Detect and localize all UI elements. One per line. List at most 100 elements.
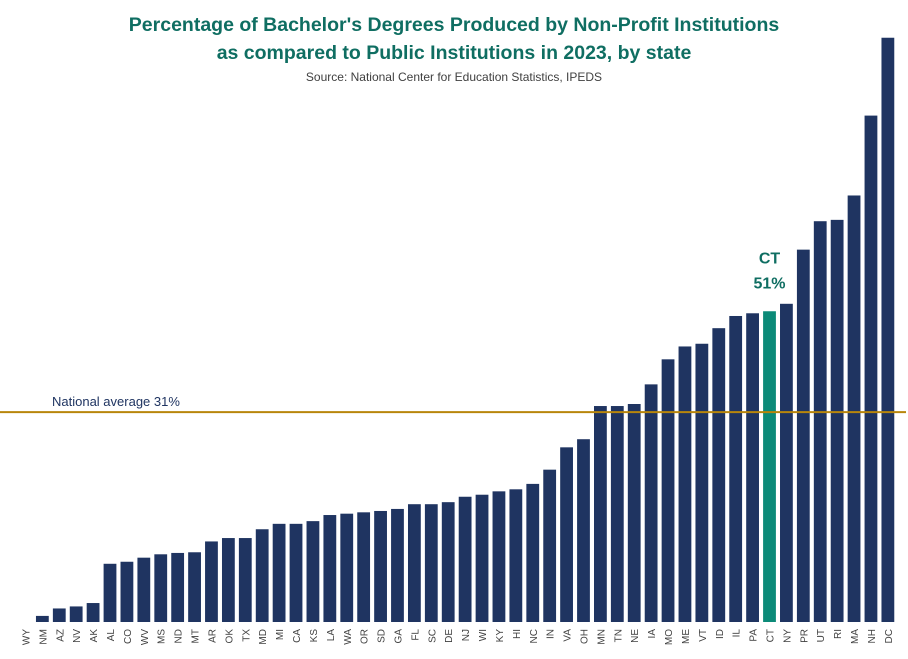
chart-subtitle: Source: National Center for Education St… <box>305 70 603 84</box>
x-tick-labels: WY NM AZ NV AK AL CO WV MS ND MT AR OK TX MD MI CA KS LA WA… <box>21 629 894 646</box>
bar-in <box>543 469 557 622</box>
bar-ca <box>289 523 303 622</box>
x-tick-label: TN <box>613 629 624 642</box>
bar-nd <box>171 552 185 622</box>
bar-ar <box>205 541 218 622</box>
bar-mn <box>594 406 607 622</box>
x-tick-label: VT <box>698 629 709 642</box>
x-tick-label: WI <box>478 629 489 641</box>
national-average-label: National average 31% <box>52 394 180 409</box>
x-tick-label: RI <box>833 629 844 639</box>
x-tick-label: PR <box>799 629 810 643</box>
bar-ms <box>154 554 168 622</box>
bar-hi <box>509 489 523 622</box>
bar-ri <box>830 219 844 623</box>
x-tick-label: MI <box>275 629 286 640</box>
x-tick-label: GA <box>393 629 404 644</box>
x-tick-label: IN <box>546 629 557 639</box>
x-tick-label: SD <box>377 629 388 643</box>
chart-title-line-2: as compared to Public Institutions in 20… <box>216 42 692 64</box>
x-tick-label: MA <box>850 629 861 644</box>
x-tick-label: MT <box>191 629 202 643</box>
bar-or <box>357 512 371 622</box>
bar-ky <box>492 491 506 622</box>
x-tick-label: MO <box>664 629 675 645</box>
highlight-state-label: CT <box>759 250 781 267</box>
bar-la <box>323 515 337 622</box>
x-tick-label: AL <box>106 629 117 642</box>
bar-al <box>103 563 117 622</box>
x-tick-label: WV <box>140 629 151 645</box>
bar-sd <box>374 510 387 622</box>
x-tick-label: PA <box>749 629 760 642</box>
x-tick-label: CA <box>292 629 303 643</box>
bar-mo <box>661 359 675 622</box>
bar-nm <box>35 615 49 622</box>
x-tick-label: AR <box>207 629 218 643</box>
bar-pr <box>796 249 810 622</box>
bar-wa <box>340 513 354 622</box>
bar-oh <box>577 439 590 622</box>
x-tick-label: DC <box>884 629 895 643</box>
x-tick-label: AZ <box>55 629 66 642</box>
x-tick-label: NY <box>782 629 793 643</box>
bar-ct <box>763 311 776 622</box>
x-tick-label: WY <box>21 629 32 645</box>
x-tick-label: DE <box>444 629 455 643</box>
x-tick-label: MD <box>258 629 269 645</box>
highlight-value-label: 51% <box>753 275 785 292</box>
x-tick-label: UT <box>816 629 827 642</box>
bar-az <box>52 608 66 622</box>
bar-mi <box>272 523 286 622</box>
bar-me <box>678 346 692 622</box>
bar-ut <box>813 221 827 622</box>
bar-nh <box>864 115 878 622</box>
x-tick-label: AK <box>89 629 100 643</box>
x-tick-label: WA <box>343 629 354 645</box>
x-tick-label: ID <box>715 629 726 639</box>
x-tick-label: ND <box>174 629 185 643</box>
bar-md <box>255 529 269 622</box>
x-tick-label: NE <box>630 629 641 643</box>
bar-tx <box>238 538 252 622</box>
x-tick-label: IL <box>732 629 743 638</box>
x-tick-label: NH <box>867 629 878 643</box>
bar-ak <box>86 603 100 622</box>
x-tick-label: KY <box>495 629 506 643</box>
bar-ne <box>627 404 641 622</box>
x-tick-label: NC <box>529 629 540 643</box>
x-tick-label: IA <box>647 629 658 639</box>
x-tick-label: OK <box>224 629 235 644</box>
bar-ga <box>391 508 404 622</box>
x-tick-label: LA <box>326 629 337 642</box>
x-tick-label: VA <box>563 629 574 642</box>
chart-title-line-1: Percentage of Bachelor's Degrees Produce… <box>128 14 780 36</box>
x-tick-label: OR <box>360 629 371 644</box>
bar-ny <box>780 303 793 622</box>
x-tick-label: CT <box>766 629 777 642</box>
x-tick-label: FL <box>410 629 421 641</box>
bar-vt <box>695 343 709 622</box>
x-tick-label: NV <box>72 629 83 643</box>
x-tick-label: MS <box>157 629 168 644</box>
bar-id <box>712 328 726 622</box>
bar-de <box>441 502 455 622</box>
bar-mt <box>188 552 201 622</box>
bar-dc <box>881 37 895 623</box>
bar-nc <box>526 483 540 622</box>
bar-ma <box>847 195 861 623</box>
bar-sc <box>424 504 438 622</box>
x-tick-label: SC <box>427 629 438 643</box>
bar-co <box>120 561 134 622</box>
x-tick-label: ME <box>681 629 692 644</box>
bar-pa <box>746 313 759 622</box>
x-tick-label: KS <box>309 629 320 643</box>
bar-nj <box>458 496 472 622</box>
bars-group <box>35 37 895 623</box>
bar-wi <box>475 494 489 622</box>
bar-nv <box>69 606 83 622</box>
x-tick-label: NM <box>38 629 49 645</box>
bar-tn <box>610 406 624 622</box>
bar-il <box>729 315 743 622</box>
bar-fl <box>407 504 421 622</box>
